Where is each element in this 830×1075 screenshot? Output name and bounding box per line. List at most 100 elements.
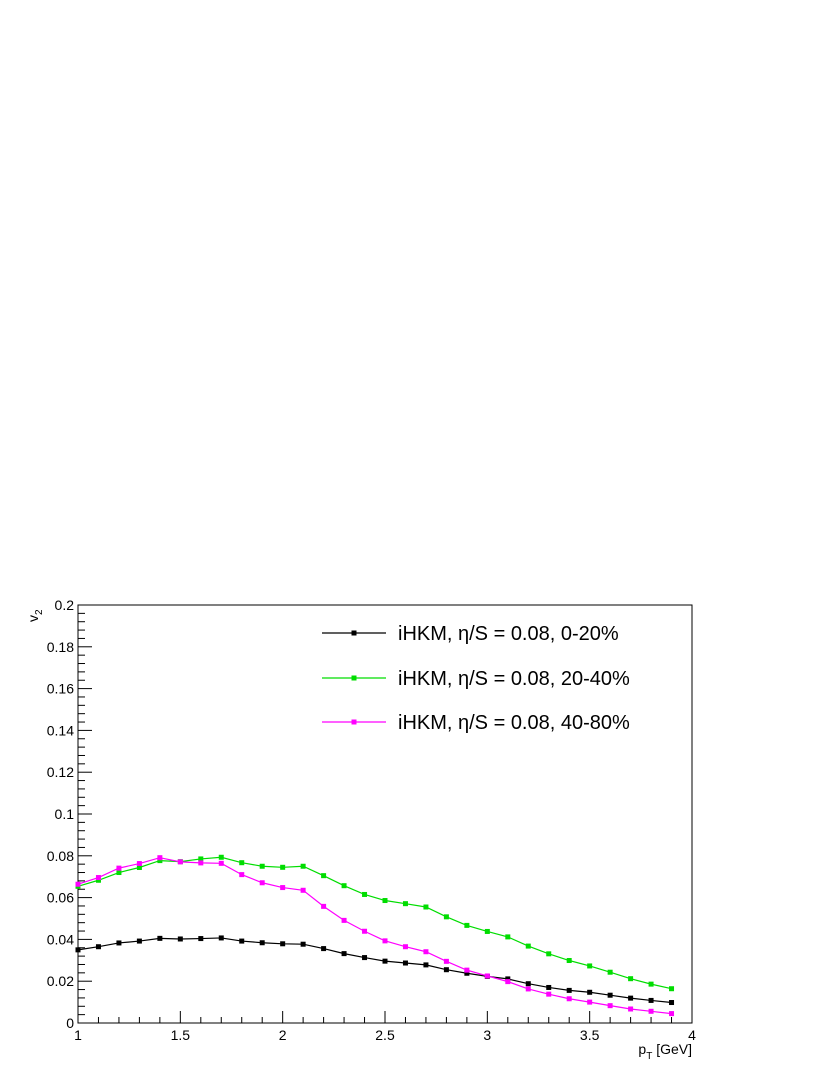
series-point: [362, 891, 368, 897]
series-point: [136, 865, 142, 871]
series-point: [628, 995, 634, 1001]
series-point: [587, 989, 593, 995]
series-point: [239, 938, 245, 944]
x-axis-title: pT [GeV]: [638, 1041, 692, 1062]
series-point: [566, 958, 572, 964]
series-point: [300, 941, 306, 947]
series-point: [341, 917, 347, 923]
series-point: [280, 885, 286, 891]
series-point: [116, 865, 122, 871]
y-tick-label: 0: [66, 1015, 74, 1031]
series-point: [95, 875, 101, 881]
series-point: [362, 928, 368, 934]
series-point: [628, 976, 634, 982]
y-tick-label: 0.14: [47, 722, 74, 738]
x-tick-label: 2: [279, 1027, 287, 1043]
series-point: [464, 967, 470, 973]
series-point: [280, 941, 286, 947]
series-3: [75, 855, 675, 1017]
series-point: [628, 1006, 634, 1012]
series-point: [177, 859, 183, 865]
series-point: [566, 987, 572, 993]
y-tick-label: 0.2: [55, 597, 75, 613]
legend-label: iHKM, η/S = 0.08, 20-40%: [398, 668, 630, 690]
series-point: [669, 1011, 675, 1017]
y-axis-title-main: v: [25, 615, 41, 622]
series-point: [157, 858, 163, 864]
series-point: [75, 947, 81, 953]
series-point: [648, 997, 654, 1003]
series-point: [464, 922, 470, 928]
series-point: [402, 944, 408, 950]
series-point: [607, 992, 613, 998]
series-point: [177, 936, 183, 942]
series-point: [259, 880, 265, 886]
y-tick-label: 0.06: [47, 890, 74, 906]
x-axis-title-main: p: [638, 1041, 646, 1057]
y-tick-label: 0.18: [47, 639, 74, 655]
series-point: [443, 914, 449, 920]
series-point: [321, 873, 327, 879]
x-axis-title-subscript: T: [646, 1051, 652, 1062]
series-point: [321, 903, 327, 909]
series-point: [218, 860, 224, 866]
legend-item: iHKM, η/S = 0.08, 20-40%: [322, 668, 630, 690]
series-point: [464, 970, 470, 976]
series-point: [157, 855, 163, 861]
legend-marker: [351, 630, 357, 636]
series-point: [648, 1008, 654, 1014]
series-layer: [75, 854, 675, 1017]
series-point: [546, 991, 552, 997]
series-point: [525, 986, 531, 992]
legend-marker: [351, 675, 357, 681]
series-point: [95, 877, 101, 883]
y-axis-title-subscript: 2: [34, 609, 45, 615]
legend: iHKM, η/S = 0.08, 0-20% iHKM, η/S = 0.08,…: [322, 623, 630, 734]
series-point: [566, 996, 572, 1002]
series-1: [75, 935, 675, 1006]
series-point: [300, 887, 306, 893]
x-tick-label: 2.5: [375, 1027, 395, 1043]
series-point: [341, 883, 347, 889]
series-point: [280, 864, 286, 870]
legend-label: iHKM, η/S = 0.08, 0-20%: [398, 623, 619, 645]
legend-label: iHKM, η/S = 0.08, 40-80%: [398, 712, 630, 734]
series-line: [77, 857, 672, 1015]
legend-item: iHKM, η/S = 0.08, 0-20%: [322, 623, 619, 645]
series-point: [423, 949, 429, 955]
series-point: [198, 860, 204, 866]
y-tick-label: 0.02: [47, 973, 74, 989]
series-point: [239, 860, 245, 866]
series-point: [669, 1000, 675, 1006]
x-tick-label: 4: [688, 1027, 696, 1043]
x-tick-label: 1.5: [171, 1027, 191, 1043]
series-point: [362, 955, 368, 961]
series-point: [136, 861, 142, 867]
y-axis: 0 0.02 0.04 0.06 0.08 0.1 0.12 0.14 0.16 0.18 0.2: [47, 597, 92, 1031]
series-point: [382, 958, 388, 964]
series-point: [198, 856, 204, 862]
legend-item: iHKM, η/S = 0.08, 40-80%: [322, 712, 630, 734]
series-point: [546, 951, 552, 957]
series-point: [607, 969, 613, 975]
x-axis-title-suffix: [GeV]: [652, 1041, 692, 1057]
x-tick-label: 3: [483, 1027, 491, 1043]
series-point: [321, 946, 327, 952]
y-tick-label: 0.1: [55, 806, 75, 822]
series-line: [77, 937, 672, 1004]
series-point: [402, 901, 408, 907]
series-point: [95, 944, 101, 950]
series-point: [402, 960, 408, 966]
series-point: [198, 936, 204, 942]
series-point: [423, 904, 429, 910]
series-point: [341, 951, 347, 957]
series-point: [382, 938, 388, 944]
series-point: [443, 967, 449, 973]
y-tick-label: 0.12: [47, 764, 74, 780]
legend-marker: [351, 719, 357, 725]
series-point: [587, 963, 593, 969]
series-point: [116, 870, 122, 876]
series-point: [382, 898, 388, 904]
series-point: [116, 940, 122, 946]
